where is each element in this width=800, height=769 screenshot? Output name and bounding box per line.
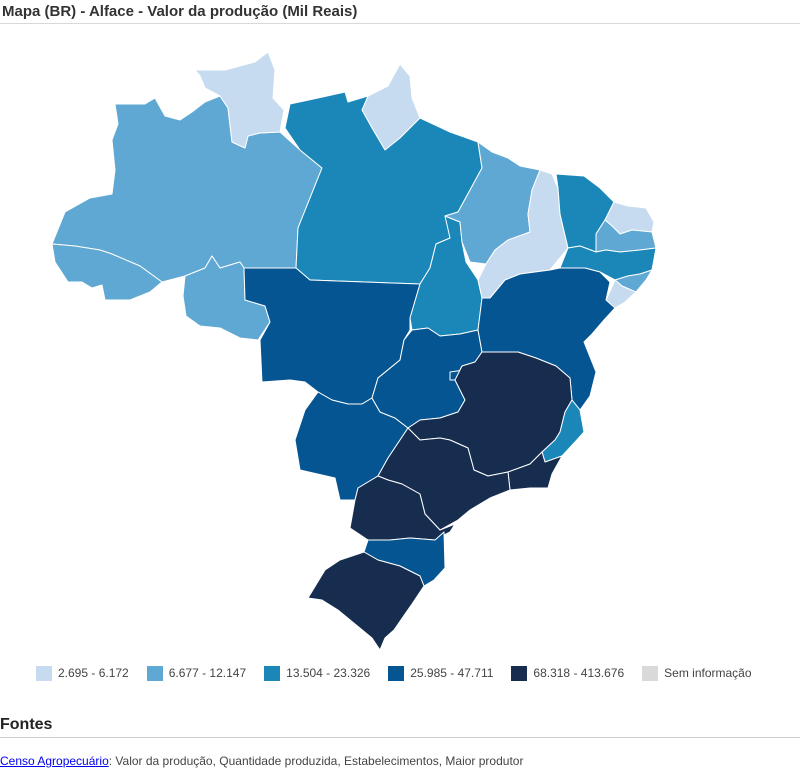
legend-label: 2.695 - 6.172 [58,666,129,680]
legend-swatch [388,665,405,681]
legend-item-3[interactable]: 13.504 - 23.326 [264,665,371,681]
legend-label: 68.318 - 413.676 [533,666,625,680]
legend-swatch [511,665,528,681]
legend-label: Sem informação [664,666,752,680]
state-acre[interactable] [51,243,163,301]
state-rio-de-janeiro[interactable] [507,451,563,491]
legend-swatch [642,665,659,681]
fontes-text: : Valor da produção, Quantidade produzid… [108,754,524,768]
legend-item-4[interactable]: 25.985 - 47.711 [388,665,494,681]
legend-label: 13.504 - 23.326 [286,666,371,680]
legend-swatch [36,665,52,681]
divider [0,737,800,738]
state-roraima[interactable] [194,51,285,149]
legend-swatch [264,665,281,681]
state-rio-grande-do-sul[interactable] [307,551,425,651]
censo-agropecuario-link[interactable]: Censo Agropecuário [0,754,109,768]
legend-item-6[interactable]: Sem informação [642,665,752,681]
state-parana[interactable] [349,475,456,541]
brazil-map [51,51,657,651]
fontes-line: Censo Agropecuário: Valor da produção, Q… [0,754,523,768]
legend-label: 25.985 - 47.711 [410,666,494,680]
map-title: Mapa (BR) - Alface - Valor da produção (… [2,3,358,20]
legend-item-1[interactable]: 2.695 - 6.172 [36,665,129,681]
map-legend: 2.695 - 6.172 6.677 - 12.147 13.504 - 23… [36,664,752,682]
legend-label: 6.677 - 12.147 [168,666,247,680]
legend-swatch [146,665,163,681]
legend-item-2[interactable]: 6.677 - 12.147 [146,665,247,681]
legend-item-5[interactable]: 68.318 - 413.676 [511,665,625,681]
fontes-heading: Fontes [0,716,53,733]
title-bar: Mapa (BR) - Alface - Valor da produção (… [0,0,800,24]
